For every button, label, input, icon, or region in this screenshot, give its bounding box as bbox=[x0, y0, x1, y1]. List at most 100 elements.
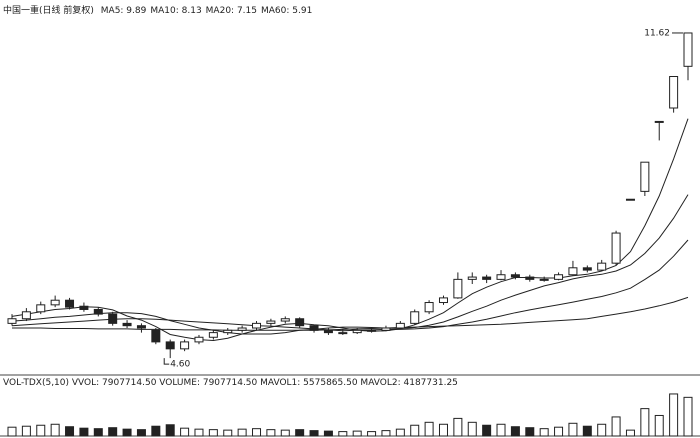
volume-bar bbox=[237, 428, 247, 437]
high-label: 11.62 bbox=[644, 28, 670, 38]
volume-bar bbox=[597, 423, 607, 437]
volume-bar bbox=[424, 421, 434, 437]
candle-body bbox=[381, 327, 391, 331]
candle-body bbox=[669, 76, 679, 109]
volume-bar bbox=[438, 423, 448, 437]
volume-bar bbox=[625, 429, 635, 437]
candle-body bbox=[683, 32, 693, 67]
candle-body bbox=[194, 336, 204, 343]
volume-bar bbox=[50, 423, 60, 437]
candle-body bbox=[640, 161, 650, 192]
legend-entry: MA5: 9.89 bbox=[100, 6, 147, 16]
volume-bar bbox=[525, 427, 535, 437]
candle-body bbox=[237, 327, 247, 331]
volume-bar bbox=[510, 426, 520, 437]
candle-body bbox=[352, 329, 362, 334]
volume-bar bbox=[539, 428, 549, 437]
volume-bar bbox=[496, 423, 506, 437]
candle-body bbox=[79, 305, 89, 310]
candle-body bbox=[510, 274, 520, 278]
candle-body bbox=[410, 311, 420, 324]
candle-body bbox=[165, 341, 175, 350]
ma-line bbox=[11, 118, 689, 342]
volume-header-text: VOL-TDX(5,10) VVOL: 7907714.50 VOLUME: 7… bbox=[3, 378, 458, 388]
candle-body bbox=[395, 322, 405, 329]
low-label: 4.60 bbox=[170, 360, 190, 370]
candle-body bbox=[252, 322, 262, 329]
volume-bar bbox=[367, 431, 377, 437]
volume-bar bbox=[654, 414, 664, 437]
volume-bar bbox=[280, 429, 290, 437]
volume-bar bbox=[568, 422, 578, 437]
price-header: 中国一重(日线 前复权) MA5: 9.89 MA10: 8.13 MA20: 7.… bbox=[3, 3, 316, 16]
volume-bar bbox=[640, 408, 650, 437]
candle-body bbox=[208, 332, 218, 338]
candle-body bbox=[7, 318, 17, 324]
candle-body bbox=[367, 329, 377, 332]
candle-body bbox=[654, 120, 664, 123]
candle-body bbox=[266, 320, 276, 324]
candle-body bbox=[438, 297, 448, 304]
volume-bar bbox=[136, 429, 146, 437]
volume-bar bbox=[208, 429, 218, 437]
candle-body bbox=[597, 262, 607, 271]
volume-header: VOL-TDX(5,10) VVOL: 7907714.50 VOLUME: 7… bbox=[3, 378, 462, 388]
volume-bar bbox=[65, 426, 75, 437]
volume-bar bbox=[381, 430, 391, 437]
volume-bar bbox=[309, 430, 319, 437]
ma-line bbox=[12, 296, 689, 331]
volume-bar bbox=[122, 428, 132, 437]
candle-body bbox=[424, 302, 434, 313]
low-pointer bbox=[163, 358, 170, 365]
legend-entry: MA60: 5.91 bbox=[260, 6, 313, 16]
volume-bar bbox=[453, 417, 463, 437]
volume-bar bbox=[79, 427, 89, 437]
candle-body bbox=[525, 276, 535, 280]
volume-bar bbox=[611, 416, 621, 437]
candle-body bbox=[582, 267, 592, 271]
volume-bar bbox=[7, 426, 17, 437]
candle-body bbox=[467, 276, 477, 280]
volume-bar bbox=[338, 431, 348, 437]
volume-bar bbox=[683, 396, 693, 437]
candle-body bbox=[295, 318, 305, 327]
candle-body bbox=[625, 198, 635, 201]
ma-line bbox=[11, 239, 689, 332]
volume-bar bbox=[252, 428, 262, 437]
candle-body bbox=[36, 304, 46, 313]
candle-body bbox=[338, 332, 348, 335]
volume-bar bbox=[295, 429, 305, 437]
ma-line bbox=[11, 194, 689, 335]
candle-body bbox=[568, 267, 578, 276]
volume-bar bbox=[180, 427, 190, 437]
candle-body bbox=[453, 278, 463, 299]
volume-bar bbox=[151, 425, 161, 437]
volume-bar bbox=[467, 421, 477, 437]
volume-bar bbox=[266, 429, 276, 437]
candle-body bbox=[50, 299, 60, 306]
volume-bar bbox=[554, 426, 564, 437]
volume-bar bbox=[582, 425, 592, 437]
candle-body bbox=[539, 278, 549, 281]
volume-bar bbox=[395, 428, 405, 437]
candle-body bbox=[136, 325, 146, 329]
volume-bar bbox=[223, 429, 233, 437]
candle-body bbox=[122, 322, 132, 327]
candle-body bbox=[554, 274, 564, 280]
volume-bar bbox=[194, 428, 204, 437]
volume-bar bbox=[21, 425, 31, 437]
volume-bar bbox=[323, 430, 333, 437]
chart-title: 中国一重(日线 前复权) bbox=[3, 6, 94, 16]
volume-bar bbox=[108, 427, 118, 437]
candle-body bbox=[323, 329, 333, 334]
candle-body bbox=[151, 329, 161, 343]
candle-body bbox=[280, 318, 290, 322]
candle-body bbox=[108, 313, 118, 324]
candle-body bbox=[21, 311, 31, 320]
legend-entry: MA20: 7.15 bbox=[205, 6, 257, 16]
volume-bar bbox=[669, 393, 679, 437]
volume-bar bbox=[93, 428, 103, 437]
candle-body bbox=[611, 232, 621, 264]
candle-body bbox=[482, 276, 492, 280]
